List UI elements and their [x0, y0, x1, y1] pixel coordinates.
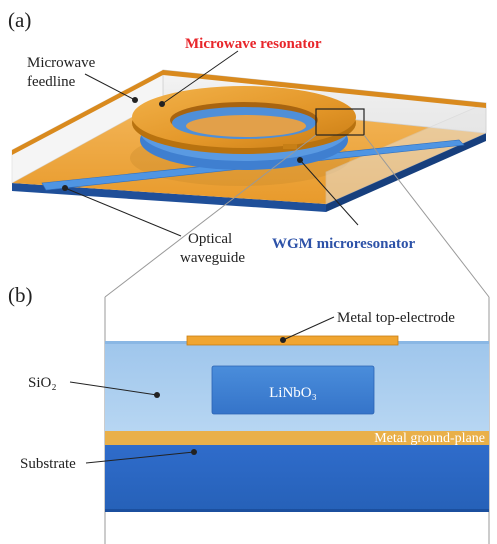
metal-ground-plane — [105, 431, 489, 445]
zoom-line-right — [363, 134, 490, 298]
device-substrate-side-right — [326, 133, 486, 212]
substrate-bottom-edge — [105, 509, 489, 512]
microwave-resonator-label: Microwave resonator — [185, 36, 322, 52]
microwave-feedline-strip — [12, 70, 486, 155]
linbo3-core — [211, 365, 375, 415]
metal-top-electrode-label: Metal top-electrode — [337, 310, 455, 326]
top-electrode-leader-dot — [280, 337, 286, 343]
feedline-leader — [84, 73, 136, 101]
microwave-feedline-label-line1: Microwave — [27, 55, 96, 71]
resonator-leader-dot — [159, 101, 165, 107]
panel-b-label: (b) — [8, 283, 33, 307]
resonator-leader — [161, 50, 239, 105]
device-substrate-side — [12, 183, 326, 212]
panel-b: (b) LiNbO₃ Metal ground-plane Metal top-… — [8, 283, 490, 544]
microwave-feedline-label-line2: feedline — [27, 74, 76, 90]
sio2-label: SiO₂ — [28, 375, 57, 391]
substrate-label: Substrate — [20, 456, 76, 472]
metal-ground-plane-label: Metal ground-plane — [374, 431, 485, 446]
optical-waveguide-label-line2: waveguide — [180, 250, 245, 266]
zoom-line-left — [104, 134, 317, 298]
substrate-leader — [85, 451, 195, 464]
substrate-leader-dot — [191, 449, 197, 455]
microwave-resonator-ring-hole-inner — [186, 115, 306, 137]
substrate-layer — [105, 445, 489, 511]
metal-top-electrode — [186, 335, 399, 346]
optical-waveguide-label-line1: Optical — [188, 231, 232, 247]
zoom-box — [315, 108, 365, 136]
sio2-leader-dot — [154, 392, 160, 398]
wgm-leader — [299, 159, 359, 226]
waveguide-leader-dot — [62, 185, 68, 191]
panel-a: (a) — [8, 8, 487, 266]
linbo3-label: LiNbO₃ — [269, 385, 317, 401]
ring-gap-connector — [283, 144, 297, 149]
feedline-leader-dot — [132, 97, 138, 103]
sio2-leader — [69, 381, 158, 396]
wgm-leader-dot — [297, 157, 303, 163]
waveguide-leader — [64, 187, 182, 237]
wgm-microresonator-label: WGM microresonator — [272, 236, 416, 252]
top-electrode-leader — [282, 316, 335, 341]
panel-a-label: (a) — [8, 8, 31, 32]
